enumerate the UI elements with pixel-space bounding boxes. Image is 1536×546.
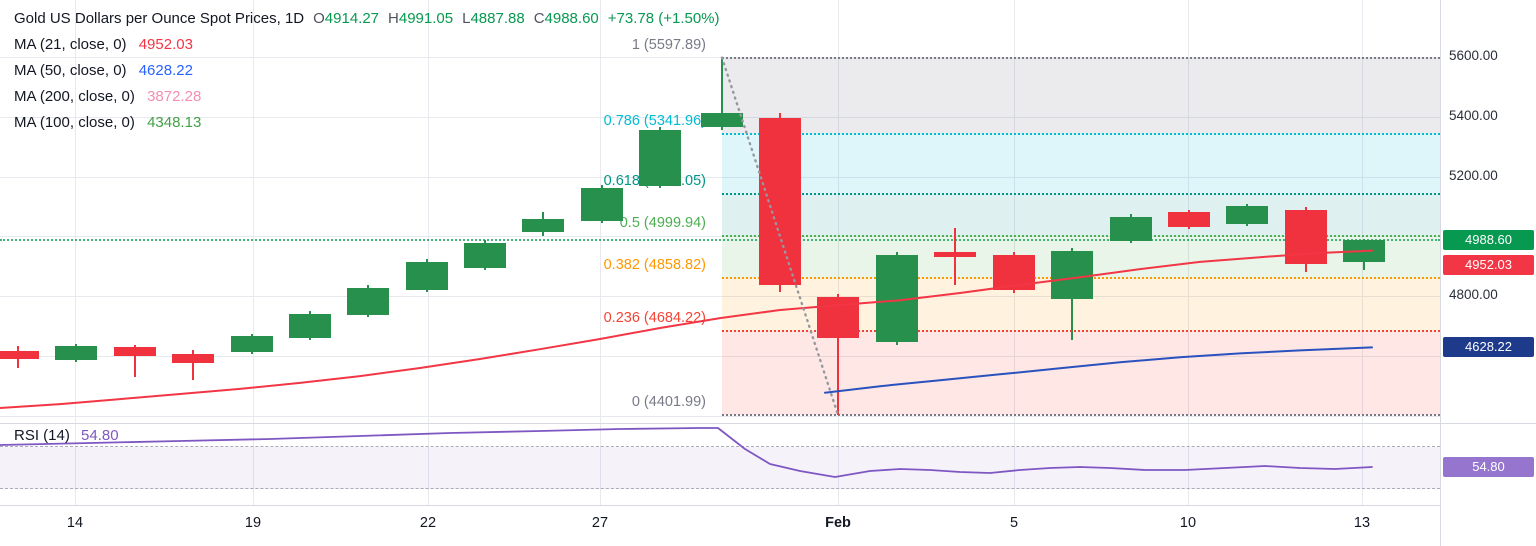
candle-body	[347, 287, 389, 315]
ma21-legend-row[interactable]: MA (21, close, 0) 4952.03	[14, 32, 720, 58]
low-value: 4887.88	[470, 10, 525, 27]
time-axis[interactable]: 14 19 22 27 Feb 5 10 13	[0, 505, 1536, 546]
price-badge: 54.80	[1443, 457, 1534, 477]
time-label[interactable]: 10	[1179, 515, 1197, 531]
time-label[interactable]: 19	[244, 515, 262, 531]
ma50-label: MA (50, close, 0)	[14, 62, 127, 79]
candle-body	[289, 313, 331, 338]
fib-level-line-0.5	[722, 235, 1440, 238]
fib-band-0.786	[722, 134, 1440, 195]
candle-body	[1051, 251, 1093, 299]
fib-level-line-1	[722, 56, 1440, 59]
price-tick-label: 5200.00	[1449, 167, 1498, 183]
time-label[interactable]: 27	[591, 515, 609, 531]
price-badge: 4988.60	[1443, 230, 1534, 250]
ma50-value: 4628.22	[138, 62, 193, 79]
fib-label-1: 1 (5597.89)	[631, 36, 706, 53]
open-value: 4914.27	[324, 10, 380, 27]
candle-body	[759, 117, 801, 285]
candle-body	[1226, 206, 1268, 224]
fib-label-0.5: 0.5 (4999.94)	[619, 215, 706, 232]
ma100-value: 4348.13	[147, 114, 202, 131]
legend: Gold US Dollars per Ounce Spot Prices, 1…	[14, 6, 720, 136]
fib-label-0.236: 0.236 (4684.22)	[603, 309, 706, 326]
candle-body	[993, 255, 1035, 291]
candle-body	[172, 354, 214, 363]
grid-hline	[0, 176, 1440, 178]
rsi-band-line-lower	[0, 488, 1440, 489]
price-badge: 4628.22	[1443, 337, 1534, 357]
fib-level-line-0.618	[722, 193, 1440, 196]
pane-separator[interactable]	[0, 423, 1536, 424]
grid-hline	[0, 415, 1440, 417]
fib-band-1	[722, 57, 1440, 135]
time-label[interactable]: 13	[1353, 515, 1371, 531]
ma200-value: 3872.28	[147, 88, 202, 105]
rsi-value: 54.80	[81, 427, 119, 444]
candle-body	[1168, 212, 1210, 227]
ma21-label: MA (21, close, 0)	[14, 36, 127, 53]
low-label: L	[462, 10, 471, 27]
high-label: H	[388, 10, 399, 27]
fib-band-0.618	[722, 194, 1440, 237]
fib-level-line-0.786	[722, 133, 1440, 136]
time-label[interactable]: 5	[1009, 515, 1019, 531]
candle-body	[581, 188, 623, 222]
candle-body	[231, 336, 273, 352]
candle-body	[0, 351, 39, 360]
open-label: O	[313, 10, 325, 27]
candle-body	[639, 129, 681, 187]
symbol-title[interactable]: Gold US Dollars per Ounce Spot Prices, 1…	[14, 10, 305, 27]
time-label[interactable]: 22	[419, 515, 437, 531]
rsi-label: RSI (14)	[14, 427, 70, 444]
price-tick-label: 5600.00	[1449, 48, 1498, 63]
ma100-label: MA (100, close, 0)	[14, 114, 135, 131]
grid-hline	[0, 57, 1440, 58]
price-axis[interactable]: 5600.00 5400.00 5200.00 4800.00 4988.60 4952.…	[1440, 0, 1536, 546]
ma100-legend-row[interactable]: MA (100, close, 0) 4348.13	[14, 110, 720, 136]
close-value: 4988.60	[544, 10, 599, 27]
ma200-legend-row[interactable]: MA (200, close, 0) 3872.28	[14, 84, 720, 110]
candle-body	[522, 218, 564, 232]
ma50-legend-row[interactable]: MA (50, close, 0) 4628.22	[14, 58, 720, 84]
price-tick-label: 4800.00	[1449, 287, 1498, 302]
close-label: C	[533, 10, 545, 27]
time-label[interactable]: 14	[66, 515, 84, 531]
last-price-line	[0, 238, 1440, 241]
change-value: +73.78 (+1.50%)	[607, 10, 720, 27]
candle-body	[114, 347, 156, 357]
candle-body	[934, 252, 976, 258]
high-value: 4991.05	[398, 10, 454, 27]
grid-hline	[0, 236, 1440, 238]
fib-band-0.236	[722, 330, 1440, 415]
fib-label-0.786: 0.786 (5341.96)	[603, 113, 706, 130]
ma21-value: 4952.03	[138, 36, 193, 53]
rsi-band-line-upper	[0, 446, 1440, 447]
price-badge: 4952.03	[1443, 255, 1534, 275]
ma200-label: MA (200, close, 0)	[14, 88, 135, 105]
rsi-legend-row[interactable]: RSI (14) 54.80	[14, 427, 119, 444]
candle-body	[1110, 217, 1152, 241]
symbol-row[interactable]: Gold US Dollars per Ounce Spot Prices, 1…	[14, 6, 720, 32]
candle-body	[876, 255, 918, 342]
fib-label-0: 0 (4401.99)	[631, 393, 706, 410]
rsi-band-fill	[0, 447, 1440, 489]
candle-body	[406, 261, 448, 290]
candle-body	[817, 296, 859, 339]
candle-body	[55, 346, 97, 360]
fib-level-line-0	[722, 413, 1440, 416]
candle-body	[464, 242, 506, 268]
candle-body	[1285, 210, 1327, 265]
price-tick-label: 5400.00	[1449, 107, 1498, 123]
time-label[interactable]: Feb	[825, 515, 851, 531]
candle-body	[1343, 239, 1385, 262]
